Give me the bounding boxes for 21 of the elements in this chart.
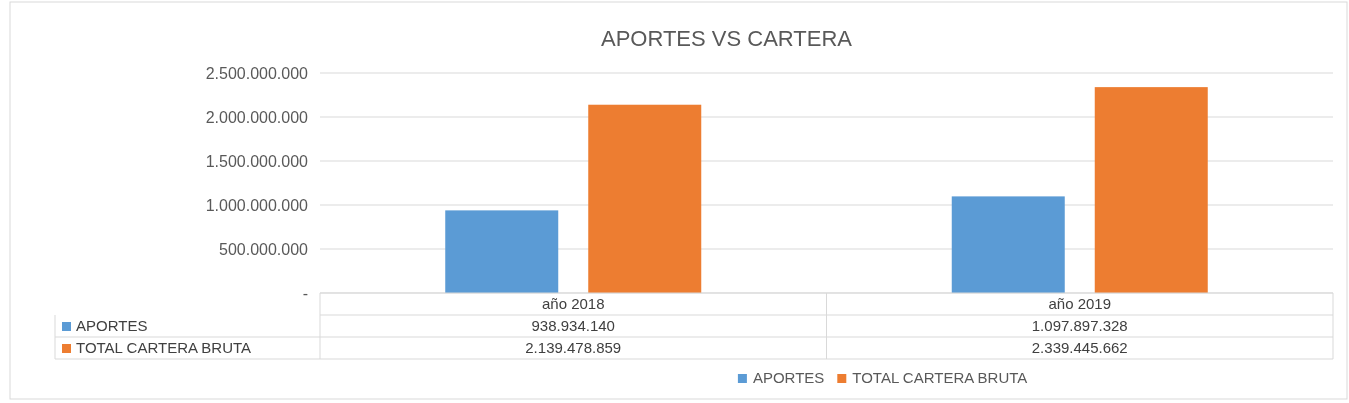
y-tick-label: -: [302, 285, 308, 302]
legend-label: APORTES: [752, 369, 825, 386]
bar: [588, 104, 702, 293]
y-tick-label: 500.000.000: [219, 241, 309, 258]
y-tick-label: 1.500.000.000: [205, 153, 309, 170]
text: TOTAL CARTERA BRUTA: [76, 339, 252, 356]
y-tick-label: 1.000.000.000: [205, 197, 309, 214]
x-tick-label: año 2018: [541, 295, 605, 312]
x-tick-label: año 2019: [1048, 295, 1112, 312]
data-label: 938.934.140: [531, 317, 615, 334]
y-tick-label: 2.000.000.000: [205, 109, 309, 126]
data-label: 1.097.897.328: [1031, 317, 1128, 334]
y-tick-label: 2.500.000.000: [205, 65, 309, 82]
text: APORTES: [76, 317, 148, 334]
bar: [445, 210, 559, 293]
chart-title: APORTES VS CARTERA: [600, 26, 853, 51]
legend-label: TOTAL CARTERA BRUTA: [852, 369, 1028, 386]
bar: [951, 196, 1065, 293]
data-label: 2.339.445.662: [1031, 339, 1128, 356]
bar: [1094, 87, 1208, 293]
data-label: 2.139.478.859: [525, 339, 622, 356]
